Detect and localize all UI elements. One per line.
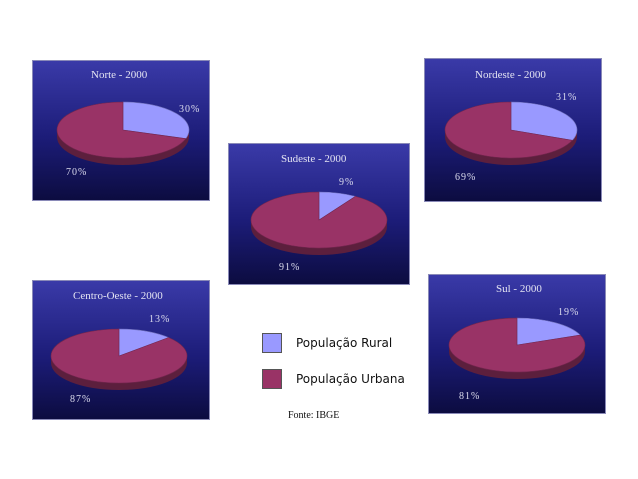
pie-slice-rural: [516, 317, 581, 346]
chart-title: Sul - 2000: [496, 283, 542, 295]
rural-pct-label: 19%: [558, 307, 580, 318]
pie-chart: [250, 191, 388, 255]
chart-panel-sul: Sul - 2000 19% 81%: [428, 274, 606, 414]
chart-panel-nordeste: Nordeste - 2000 31% 69%: [424, 58, 602, 202]
pie-side-wall: [51, 356, 187, 390]
pie-side-wall: [57, 130, 189, 165]
pie-chart: [448, 317, 586, 379]
urban-pct-label: 81%: [459, 391, 481, 402]
pie-slice-urbana: [50, 328, 188, 384]
pie-slice-urbana: [448, 317, 586, 373]
legend-label-rural: População Rural: [296, 336, 393, 350]
urban-pct-label: 70%: [66, 167, 88, 178]
pie-slice-rural: [122, 101, 190, 139]
chart-title: Nordeste - 2000: [475, 69, 546, 81]
chart-panel-sudeste: Sudeste - 2000 9% 91%: [228, 143, 410, 285]
pie-slice-urbana: [250, 191, 388, 249]
urban-pct-label: 91%: [279, 262, 301, 273]
chart-panel-norte: Norte - 2000 30% 70%: [32, 60, 210, 201]
pie-slice-rural: [118, 328, 170, 357]
chart-title: Centro-Oeste - 2000: [73, 290, 163, 302]
pie-slice-rural: [510, 101, 578, 141]
legend-swatch-urbana: [262, 369, 282, 389]
legend-item-rural: População Rural: [262, 332, 405, 354]
pie-side-wall: [445, 130, 577, 165]
pie-chart: [56, 101, 190, 165]
legend-label-urbana: População Urbana: [296, 372, 405, 386]
rural-pct-label: 13%: [149, 314, 171, 325]
urban-pct-label: 87%: [70, 394, 92, 405]
chart-title: Sudeste - 2000: [281, 153, 347, 165]
rural-pct-label: 31%: [556, 92, 578, 103]
pie-slice-urbana: [56, 101, 187, 159]
pie-chart: [444, 101, 578, 165]
chart-panel-centro-oeste: Centro-Oeste - 2000 13% 87%: [32, 280, 210, 420]
chart-title: Norte - 2000: [91, 69, 148, 81]
legend-swatch-rural: [262, 333, 282, 353]
pie-side-wall: [251, 220, 387, 255]
source-note: Fonte: IBGE: [288, 410, 340, 421]
pie-side-wall: [449, 345, 585, 379]
pie-chart: [50, 328, 188, 390]
rural-pct-label: 30%: [179, 104, 201, 115]
legend-item-urbana: População Urbana: [262, 368, 405, 390]
urban-pct-label: 69%: [455, 172, 477, 183]
pie-slice-urbana: [444, 101, 573, 159]
rural-pct-label: 9%: [339, 177, 355, 188]
chart-legend: População Rural População Urbana: [262, 332, 405, 404]
